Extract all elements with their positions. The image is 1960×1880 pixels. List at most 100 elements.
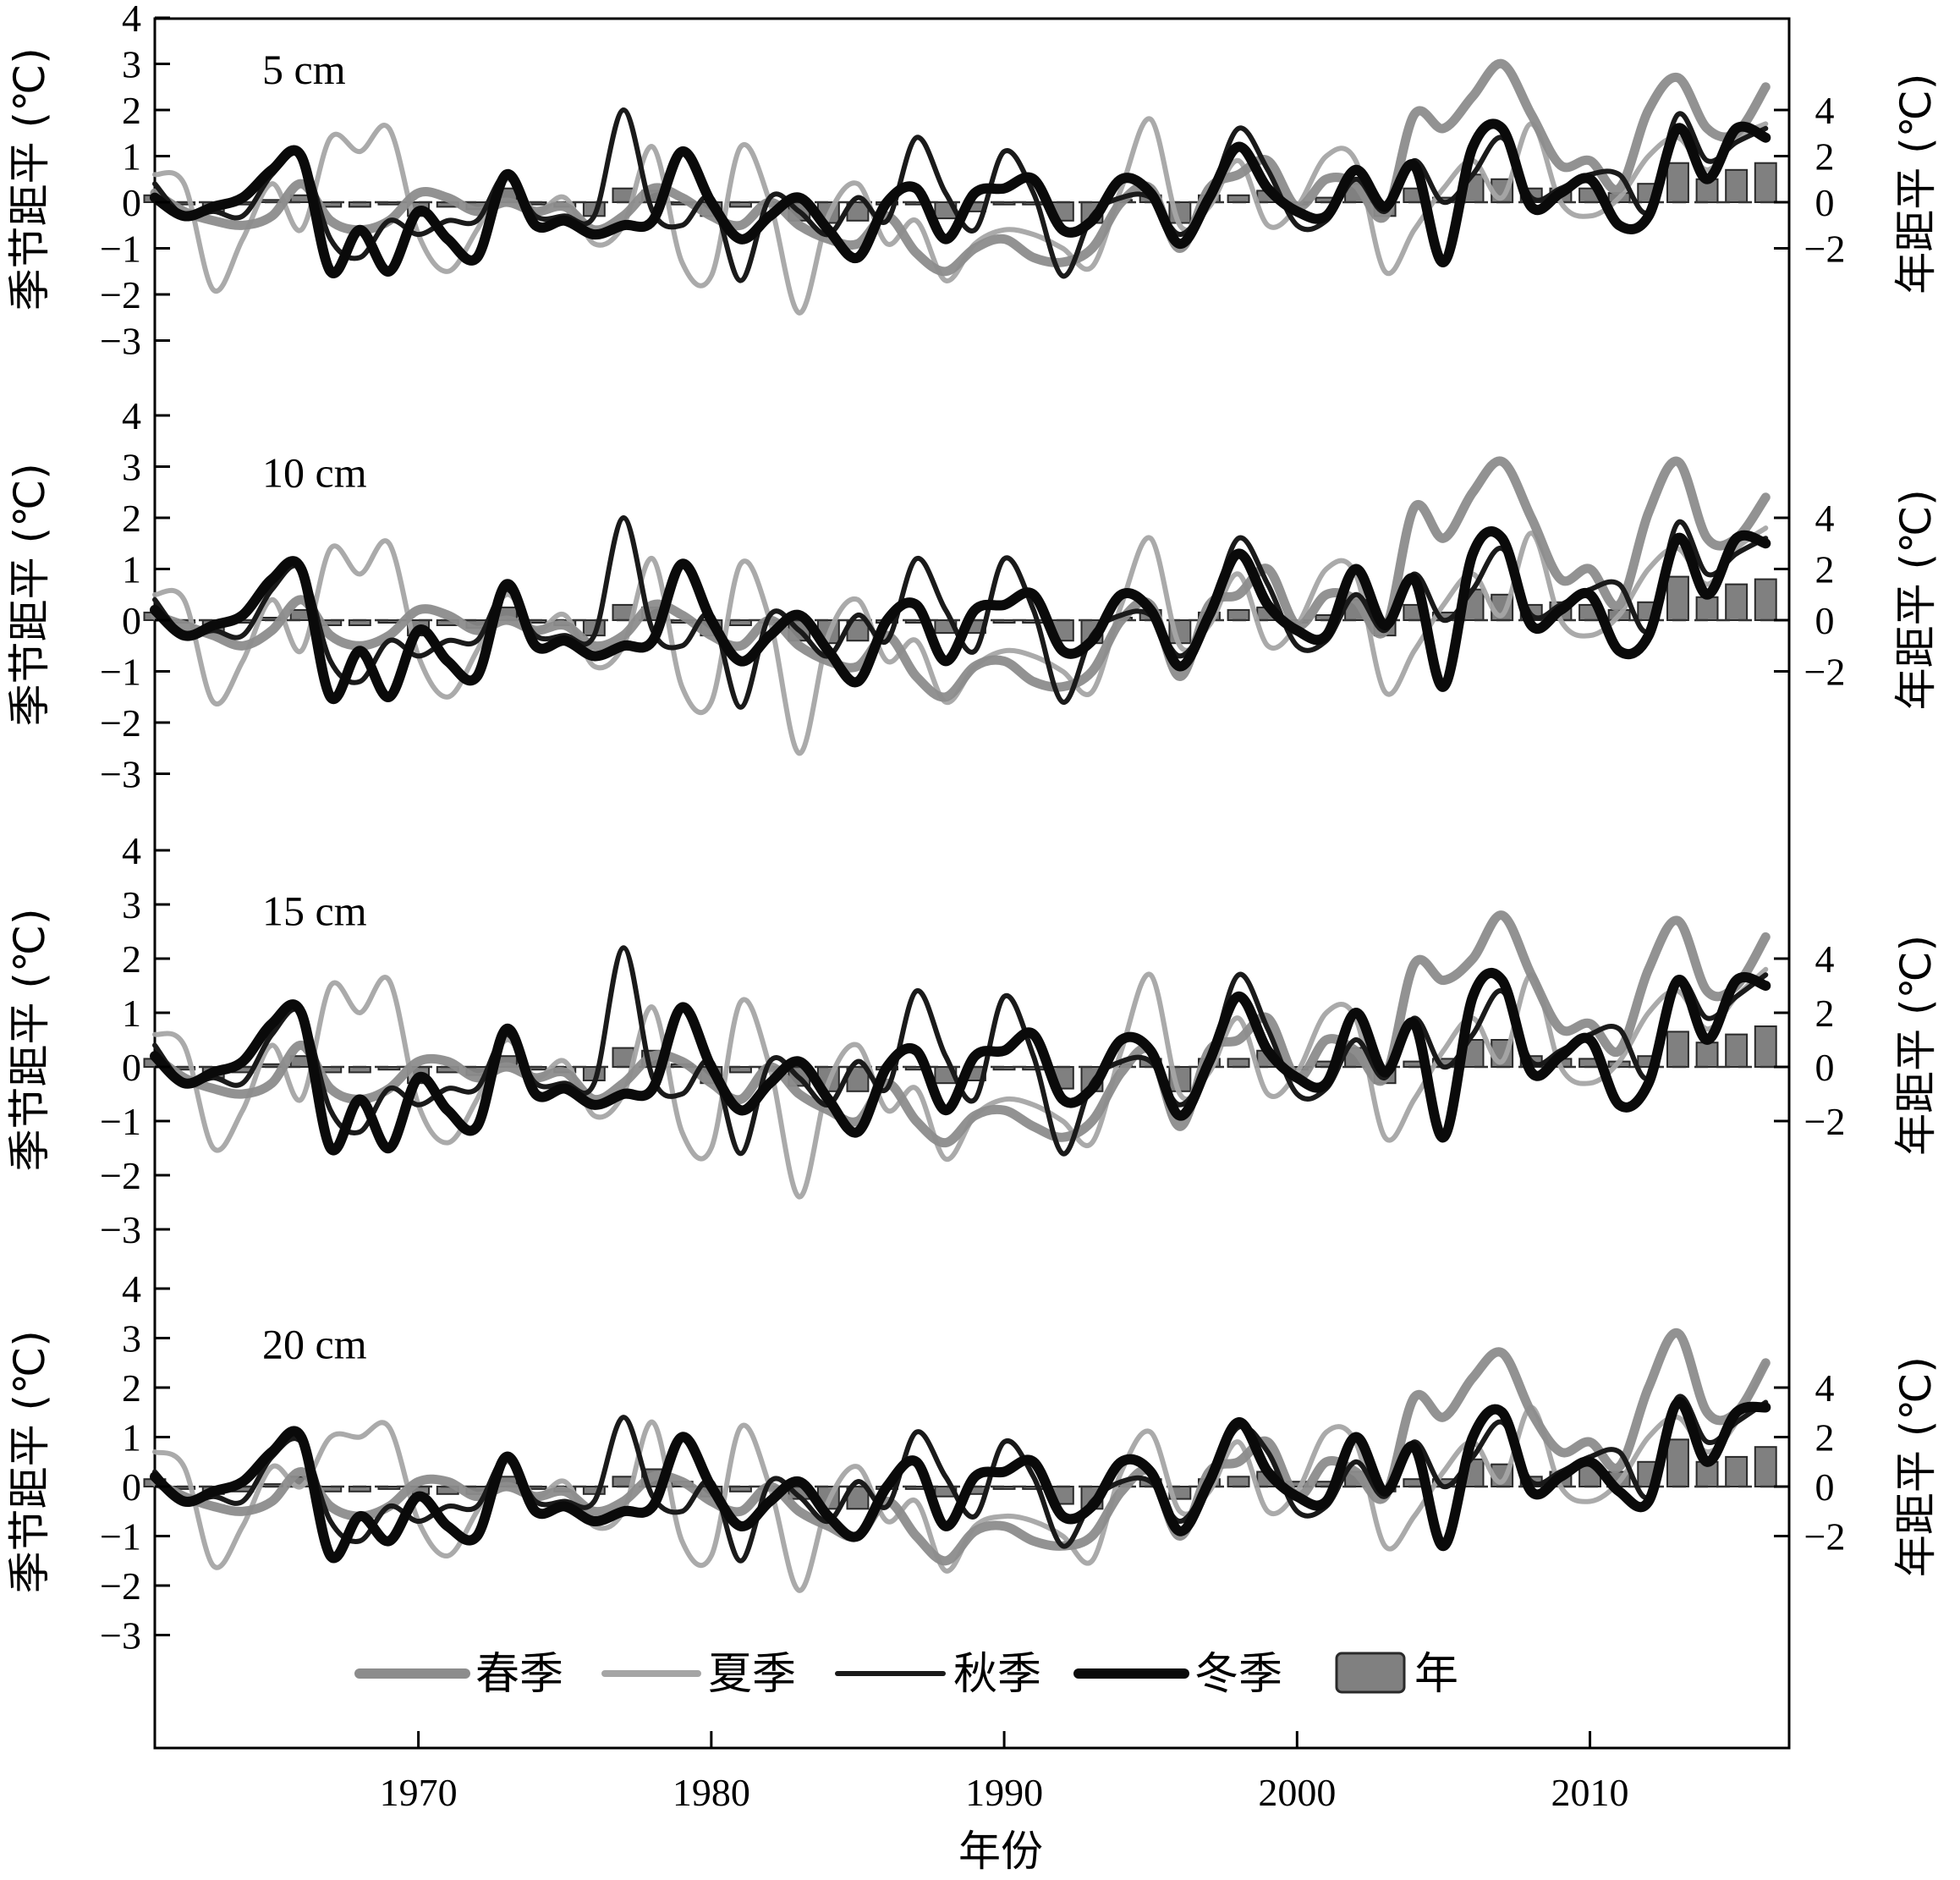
annual-bar [1725,168,1749,204]
left-tick-label: 4 [122,829,141,872]
legend-item-spring: 春季 [354,1649,563,1700]
left-tick-label: −2 [100,701,141,745]
left-tick-label: −3 [100,320,141,363]
annual-bar [1227,1476,1250,1488]
annual-bar [1227,608,1250,622]
left-tick-label: 1 [122,548,141,591]
x-tick-label: 2010 [1551,1771,1629,1814]
legend-item-annual: 年 [1335,1649,1458,1700]
right-tick-label: −2 [1804,228,1846,271]
annual-bar [992,1066,1016,1071]
left-tick-label: 2 [122,89,141,132]
left-tick-label: −1 [100,1515,141,1558]
annual-bar [1666,1031,1689,1069]
legend-item-winter: 冬季 [1073,1649,1282,1700]
right-tick-label: 2 [1815,135,1835,179]
right-tick-label: 0 [1815,599,1835,642]
annual-bar [377,1486,401,1490]
annual-bar [1227,1058,1250,1069]
left-axis-title: 季节距平 (℃) [5,1330,54,1593]
left-tick-label: −1 [100,228,141,271]
right-tick-label: −2 [1804,1100,1846,1143]
winter-line [150,968,1771,1156]
spring-line [150,1328,1771,1566]
right-axis-title: 年距平 (℃) [1891,489,1941,710]
left-tick-label: 3 [122,446,141,489]
right-tick-label: 0 [1815,1046,1835,1089]
annual-bar [1754,162,1777,203]
right-axis-title: 年距平 (℃) [1891,1356,1941,1577]
annual-bar [992,1486,1016,1490]
annual-bar [992,201,1016,206]
annual-bar [992,619,1016,624]
annual-bar [1666,1438,1689,1488]
right-tick-label: 4 [1815,937,1835,981]
annual-bar [377,201,401,206]
annual-bar [729,201,752,208]
left-tick-label: 2 [122,937,141,981]
panel-10-cm: −3 −2 −1 0 1 2 3 4 −2 0 2 4 10 cm 季节距平 (℃) 年距平 (℃) [5,394,1941,796]
left-tick-label: 0 [122,181,141,224]
left-tick-label: −1 [100,1100,141,1143]
annual-bar [1695,1042,1719,1068]
left-tick-label: 4 [122,1267,141,1311]
x-tick-label: 1980 [673,1771,750,1814]
spring-line [150,58,1771,277]
left-tick-label: −2 [100,273,141,316]
left-tick-label: −2 [100,1154,141,1197]
summer-line [152,525,1769,756]
autumn-line [152,515,1769,710]
panel-20-cm: −3 −2 −1 0 1 2 3 4 −2 0 2 4 20 cm 季节距平 (℃) 年距平 (℃) [5,1267,1941,1657]
x-axis-title: 年份 [958,1827,1043,1876]
left-tick-label: 3 [122,43,141,86]
x-tick-label: 1990 [965,1771,1043,1814]
annual-bar [1754,1025,1777,1068]
legend-swatch [1335,1652,1406,1694]
annual-bar [1754,578,1777,621]
annual-bar [1725,583,1749,621]
left-tick-label: −3 [100,1614,141,1657]
right-tick-label: 4 [1815,497,1835,540]
legend-item-autumn: 秋季 [835,1649,1041,1700]
depth-label: 5 cm [262,46,346,93]
legend-label: 秋季 [953,1649,1041,1700]
left-tick-label: 4 [122,0,141,40]
legend-item-summer: 夏季 [601,1649,796,1700]
right-axis-title: 年距平 (℃) [1891,74,1941,294]
left-tick-label: −3 [100,753,141,796]
right-tick-label: −2 [1804,1515,1846,1558]
left-tick-label: 1 [122,135,141,179]
annual-bar [1666,575,1689,621]
left-axis-title: 季节距平 (℃) [5,463,54,726]
right-tick-label: 2 [1815,548,1835,591]
x-axis: 1970 1980 1990 2000 2010 [380,1731,1629,1814]
left-axis-title: 季节距平 (℃) [5,47,54,311]
spring-line [150,456,1771,702]
left-tick-label: 4 [122,394,141,437]
right-tick-label: 4 [1815,1366,1835,1410]
annual-bar [1725,1033,1749,1068]
annual-bar [582,1486,606,1495]
x-tick-label: 2000 [1258,1771,1336,1814]
depth-label: 10 cm [262,449,367,497]
annual-bar [729,1486,752,1492]
annual-bar [1666,162,1689,203]
right-tick-label: 2 [1815,992,1835,1035]
right-tick-label: 4 [1815,89,1835,132]
left-tick-label: 1 [122,992,141,1035]
right-tick-label: 0 [1815,1465,1835,1509]
annual-bar [729,1066,752,1074]
legend-label: 春季 [475,1649,563,1700]
annual-bar [377,1066,401,1071]
panel-15-cm: −3 −2 −1 0 1 2 3 4 −2 0 2 4 15 cm 季节距平 (℃) 年距平 (℃) [5,829,1941,1251]
winter-line [150,118,1771,278]
left-tick-label: 0 [122,1046,141,1089]
x-tick-label: 1970 [380,1771,458,1814]
left-tick-label: 3 [122,1317,141,1361]
right-tick-label: 0 [1815,181,1835,224]
annual-bar [1695,596,1719,621]
left-tick-label: 3 [122,883,141,926]
